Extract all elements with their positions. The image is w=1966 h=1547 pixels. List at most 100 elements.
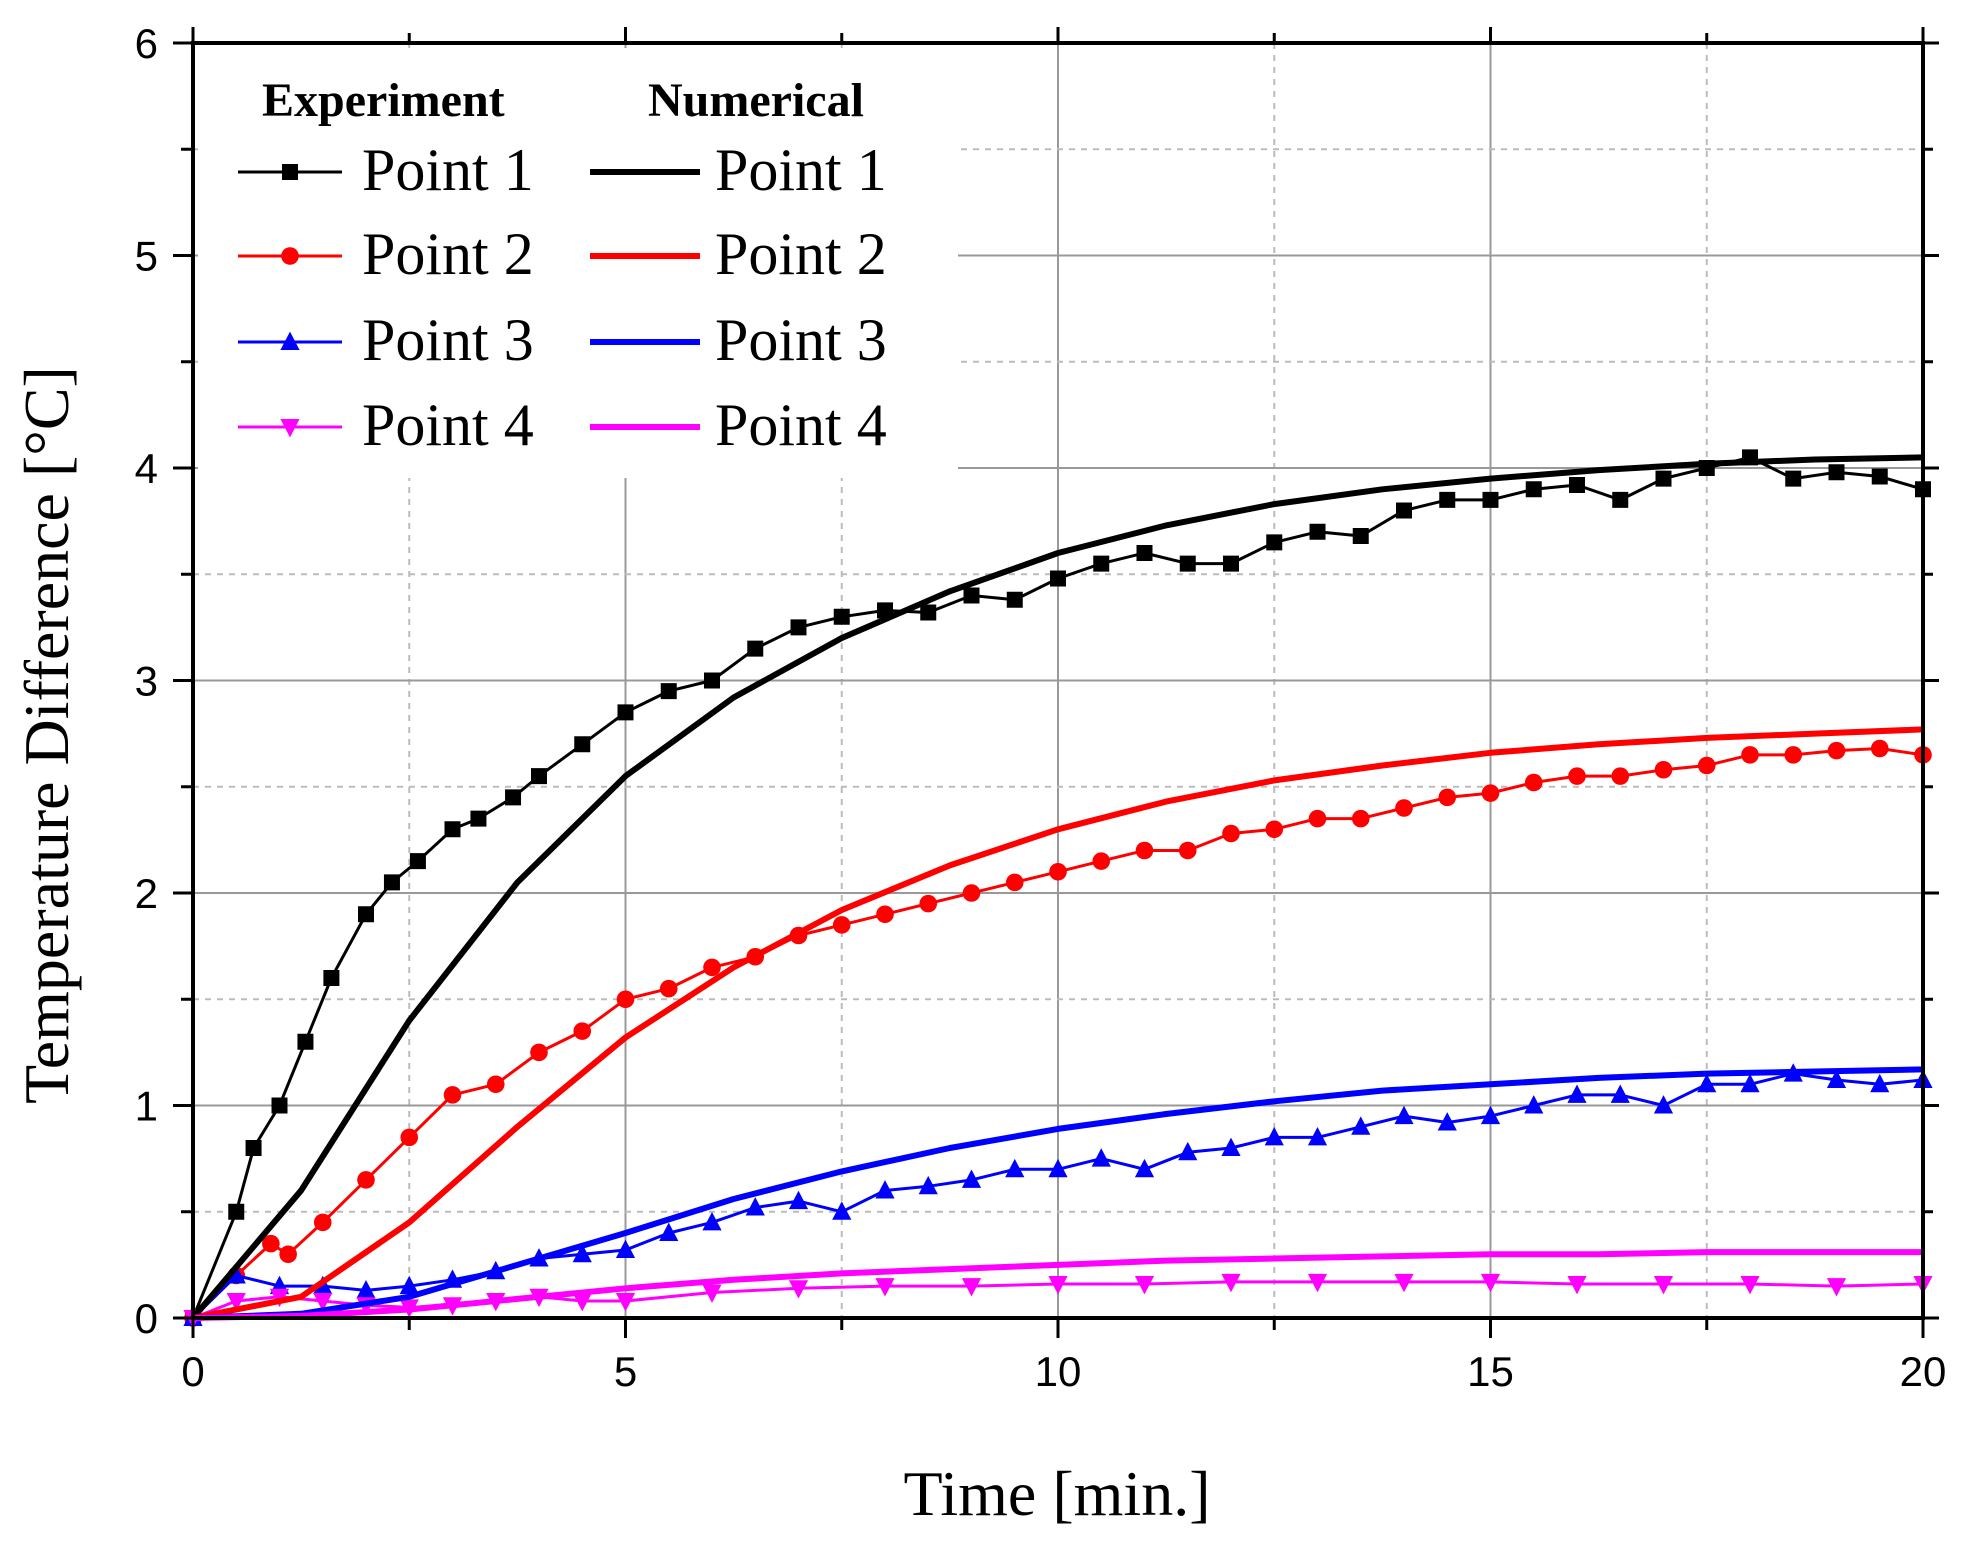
marker-circle: [832, 916, 851, 934]
marker-square: [1525, 481, 1542, 498]
legend-label-numerical-point-1: Point 1: [715, 137, 887, 203]
marker-circle: [1135, 841, 1154, 860]
marker-triangle-up: [659, 1222, 679, 1241]
marker-square: [1352, 528, 1369, 544]
marker-square: [1266, 534, 1283, 551]
marker-circle: [1827, 741, 1846, 760]
marker-circle: [1784, 746, 1803, 764]
marker-square: [1179, 555, 1196, 572]
legend-box: [198, 48, 958, 478]
marker-triangle-up: [1480, 1105, 1501, 1125]
y-axis-title: Temperature Difference [°C]: [11, 366, 82, 1104]
marker-square: [1612, 491, 1629, 508]
series-numerical-point-1: [190, 454, 1924, 1320]
marker-square: [1396, 502, 1412, 519]
marker-triangle-down: [572, 1293, 592, 1312]
marker-triangle-up: [875, 1180, 895, 1199]
marker-circle: [1395, 799, 1413, 817]
marker-square: [963, 587, 980, 604]
marker-circle: [1481, 784, 1500, 802]
marker-circle: [262, 1234, 280, 1253]
marker-circle: [443, 1086, 462, 1104]
marker-square: [1050, 570, 1066, 587]
y-tick-label: 3: [135, 658, 158, 705]
series-line-numerical-point-3: [192, 1066, 1924, 1321]
marker-triangle-up: [1091, 1148, 1111, 1167]
marker-square: [747, 640, 764, 657]
x-tick-label: 15: [1467, 1348, 1514, 1395]
x-axis-title: Time [min.]: [904, 1458, 1211, 1529]
marker-circle: [1568, 767, 1586, 785]
y-tick-label: 6: [135, 20, 158, 67]
marker-circle: [1870, 739, 1889, 758]
legend-label-numerical-point-3: Point 3: [715, 307, 887, 373]
marker-circle: [1654, 760, 1673, 779]
series-line-experiment-point-4: [192, 1280, 1924, 1320]
marker-circle: [1438, 788, 1457, 807]
marker-triangle-down: [615, 1293, 636, 1312]
marker-circle: [1741, 746, 1759, 764]
marker-triangle-down: [1826, 1278, 1847, 1297]
marker-triangle-up: [1264, 1126, 1284, 1146]
marker-square: [1569, 477, 1585, 493]
x-tick-label: 10: [1035, 1348, 1082, 1395]
marker-triangle-down: [1134, 1276, 1155, 1295]
marker-square: [704, 672, 720, 689]
y-tick-label: 2: [135, 870, 158, 917]
series-line-numerical-point-1: [190, 454, 1924, 1320]
marker-square: [660, 683, 677, 700]
marker-circle: [1265, 820, 1284, 839]
marker-square: [297, 1033, 314, 1050]
marker-triangle-up: [745, 1197, 765, 1216]
marker-triangle-up: [1048, 1158, 1068, 1178]
legend-label-experiment-point-4: Point 4: [362, 392, 534, 458]
marker-triangle-down: [1567, 1276, 1587, 1295]
marker-triangle-up: [356, 1279, 376, 1299]
marker-triangle-up: [572, 1243, 592, 1263]
marker-triangle-up: [1005, 1158, 1025, 1178]
marker-triangle-up: [1567, 1084, 1587, 1103]
x-tick-label: 20: [1900, 1348, 1947, 1395]
marker-circle: [1005, 873, 1024, 892]
series-numerical-point-4: [192, 1249, 1923, 1321]
marker-circle: [1049, 862, 1067, 881]
marker-triangle-up: [1610, 1084, 1630, 1103]
marker-triangle-down: [280, 419, 300, 438]
marker-circle: [357, 1171, 375, 1189]
legend-label-experiment-point-3: Point 3: [362, 307, 534, 373]
marker-circle: [659, 979, 678, 998]
marker-triangle-up: [615, 1239, 636, 1258]
marker-triangle-up: [1870, 1073, 1890, 1093]
marker-triangle-up: [1178, 1141, 1198, 1161]
marker-triangle-up: [961, 1169, 982, 1188]
marker-triangle-up: [1307, 1126, 1328, 1146]
marker-triangle-down: [1221, 1273, 1241, 1293]
marker-square: [1785, 470, 1802, 487]
marker-square: [470, 810, 487, 827]
x-tick-label: 5: [614, 1348, 637, 1395]
legend-header-experiment: Experiment: [262, 74, 505, 127]
marker-square: [444, 821, 461, 838]
marker-triangle-down: [1480, 1273, 1501, 1293]
series-layer: [183, 449, 1933, 1329]
marker-circle: [279, 1245, 297, 1264]
legend-label-numerical-point-4: Point 4: [715, 392, 887, 458]
marker-triangle-down: [1740, 1276, 1760, 1295]
marker-square: [1828, 464, 1845, 481]
marker-square: [323, 970, 340, 986]
marker-square: [531, 768, 547, 785]
marker-triangle-down: [875, 1278, 895, 1297]
marker-circle: [530, 1043, 548, 1062]
marker-triangle-down: [1653, 1276, 1674, 1295]
marker-square: [505, 789, 522, 806]
legend-header-numerical: Numerical: [648, 74, 864, 127]
marker-square: [617, 704, 634, 721]
series-numerical-point-3: [192, 1066, 1924, 1321]
marker-triangle-down: [961, 1278, 982, 1297]
y-tick-label: 0: [135, 1295, 158, 1342]
legend: Experiment Numerical Point 1 Point 2 Point 3…: [198, 48, 958, 478]
marker-circle: [1308, 809, 1327, 828]
marker-triangle-up: [1134, 1158, 1155, 1178]
marker-square: [383, 874, 400, 891]
